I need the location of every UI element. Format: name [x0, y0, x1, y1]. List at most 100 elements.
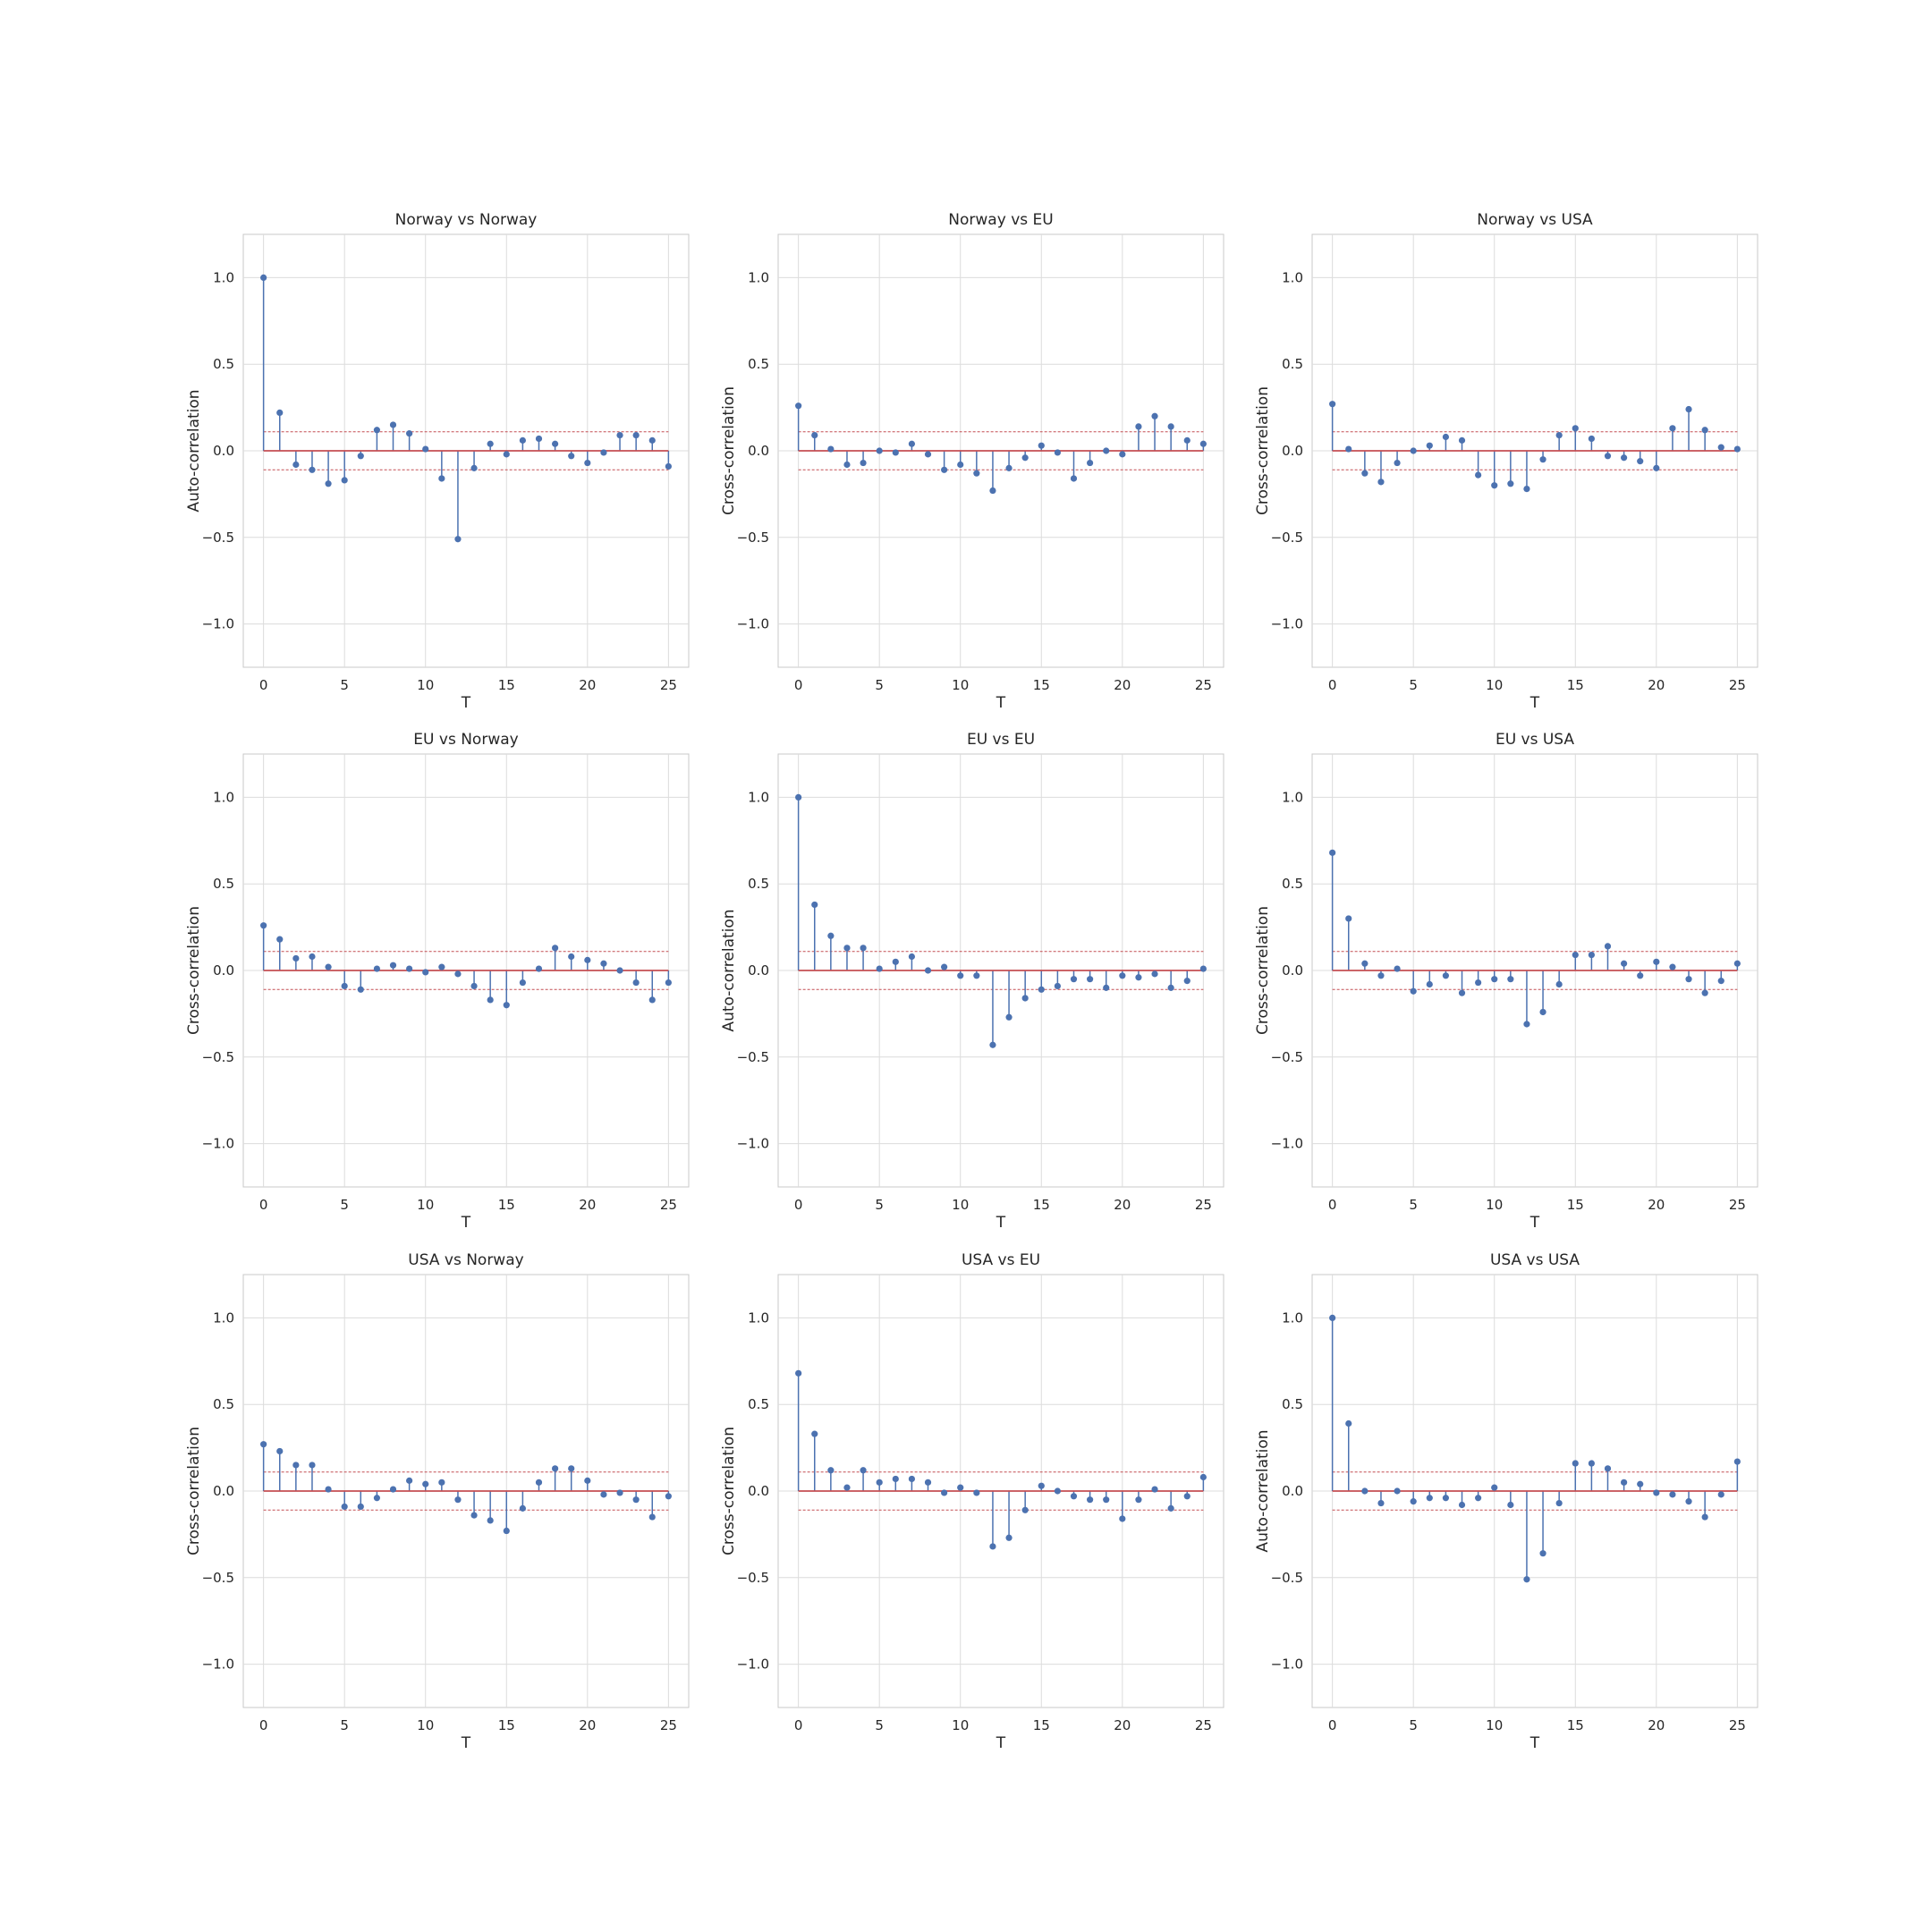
stem-marker [1199, 965, 1207, 972]
stem-marker [665, 1493, 672, 1500]
stem-marker [1588, 951, 1595, 959]
stem-marker [1637, 1480, 1644, 1487]
stem-marker [1329, 1314, 1336, 1321]
stem-marker [470, 1512, 478, 1519]
stem-marker [260, 922, 267, 929]
stem-marker [600, 449, 607, 456]
stem-marker [941, 466, 948, 473]
stem-marker [276, 1447, 284, 1455]
stem-marker [1685, 1498, 1692, 1505]
stem-marker [1345, 445, 1352, 453]
y-tick-label: 0.0 [213, 1483, 234, 1499]
stem-marker [973, 1489, 980, 1496]
x-tick-label: 10 [952, 1197, 969, 1213]
x-tick-label: 0 [259, 1717, 268, 1733]
stem-marker [1070, 475, 1078, 482]
x-tick-label: 0 [1328, 677, 1337, 693]
stem-marker [1119, 451, 1126, 458]
stem-marker [1523, 1021, 1530, 1028]
x-tick-label: 20 [1114, 677, 1131, 693]
y-tick-label: 1.0 [1282, 1309, 1303, 1326]
stem-marker [487, 996, 494, 1004]
stem-marker [1491, 976, 1498, 983]
x-tick-label: 15 [1567, 677, 1584, 693]
x-tick-label: 20 [1648, 1717, 1665, 1733]
stem-marker [1523, 485, 1530, 493]
stem-marker [973, 972, 980, 979]
stem-marker [373, 965, 380, 972]
stem-marker [1426, 1495, 1433, 1502]
x-tick-label: 5 [875, 1197, 884, 1213]
x-tick-label: 10 [417, 1197, 434, 1213]
stem-marker [552, 440, 559, 447]
subplot-title: EU vs Norway [413, 731, 518, 749]
subplot-title: Norway vs USA [1477, 211, 1593, 229]
stem-marker [827, 445, 835, 453]
stem-marker [422, 969, 429, 976]
stem-marker [1604, 453, 1612, 460]
stem-marker [325, 1486, 332, 1493]
x-axis-label: T [996, 1214, 1006, 1232]
y-tick-label: −0.5 [202, 1049, 234, 1065]
x-tick-label: 20 [1648, 1197, 1665, 1213]
x-tick-label: 25 [1195, 1197, 1212, 1213]
y-axis-label: Auto-correlation [185, 389, 203, 512]
stem-marker [1539, 1008, 1546, 1016]
stem-marker [924, 451, 932, 458]
stem-marker [989, 1041, 996, 1048]
stem-marker [1087, 976, 1094, 983]
y-tick-label: −0.5 [202, 1570, 234, 1586]
x-tick-label: 10 [952, 677, 969, 693]
stem-marker [957, 461, 964, 469]
stem-marker [503, 1002, 510, 1009]
stem-marker [941, 963, 948, 970]
y-tick-label: 1.0 [1282, 269, 1303, 285]
stem-marker [1070, 976, 1078, 983]
stem-marker [1005, 464, 1013, 471]
subplot-eu-vs-eu: 0 5 10 15 20 25 −1.0 −0.5 0.0 0.5 1.0 EU vs EU T Auto… [720, 731, 1224, 1232]
stem-marker [1329, 849, 1336, 856]
x-axis-label: T [996, 694, 1006, 712]
stem-marker [1507, 480, 1514, 487]
stem-marker [1458, 436, 1466, 444]
y-tick-label: 0.0 [1282, 962, 1303, 979]
x-tick-label: 15 [1033, 1197, 1050, 1213]
y-tick-label: 0.5 [1282, 356, 1303, 372]
stem-marker [1151, 1486, 1158, 1493]
y-axis-label: Cross-correlation [185, 1427, 203, 1555]
stem-marker [470, 464, 478, 471]
stem-marker [892, 449, 899, 456]
x-tick-label: 0 [259, 677, 268, 693]
y-tick-label: −0.5 [1271, 1049, 1303, 1065]
stem-marker [1119, 1515, 1126, 1522]
stem-marker [1167, 1504, 1174, 1512]
stem-marker [389, 962, 397, 969]
stem-marker [795, 793, 802, 801]
y-tick-label: −0.5 [1271, 530, 1303, 546]
stem-marker [1167, 984, 1174, 991]
stem-marker [616, 967, 623, 974]
stem-marker [1475, 471, 1482, 479]
stem-marker [1329, 401, 1336, 408]
stem-marker [1637, 458, 1644, 465]
stem-marker [309, 466, 316, 473]
x-tick-label: 25 [1195, 1717, 1212, 1733]
stem-marker [1491, 1484, 1498, 1491]
stem-marker [1038, 1482, 1045, 1489]
stem-marker [389, 421, 397, 428]
stem-marker [1199, 440, 1207, 447]
y-tick-label: 0.0 [213, 962, 234, 979]
stem-marker [1410, 1498, 1417, 1505]
stem-marker [535, 965, 543, 972]
stem-marker [1475, 979, 1482, 987]
stem-marker [1135, 974, 1142, 981]
stem-marker [989, 487, 996, 495]
x-axis-label: T [1530, 1214, 1540, 1232]
x-axis-label: T [1530, 694, 1540, 712]
y-tick-label: 1.0 [748, 269, 769, 285]
stem-marker [1183, 978, 1191, 985]
stem-marker [648, 436, 656, 444]
subplot-norway-vs-usa: 0 5 10 15 20 25 −1.0 −0.5 0.0 0.5 1.0 Norway vs USA… [1254, 211, 1758, 712]
x-tick-label: 25 [1195, 677, 1212, 693]
